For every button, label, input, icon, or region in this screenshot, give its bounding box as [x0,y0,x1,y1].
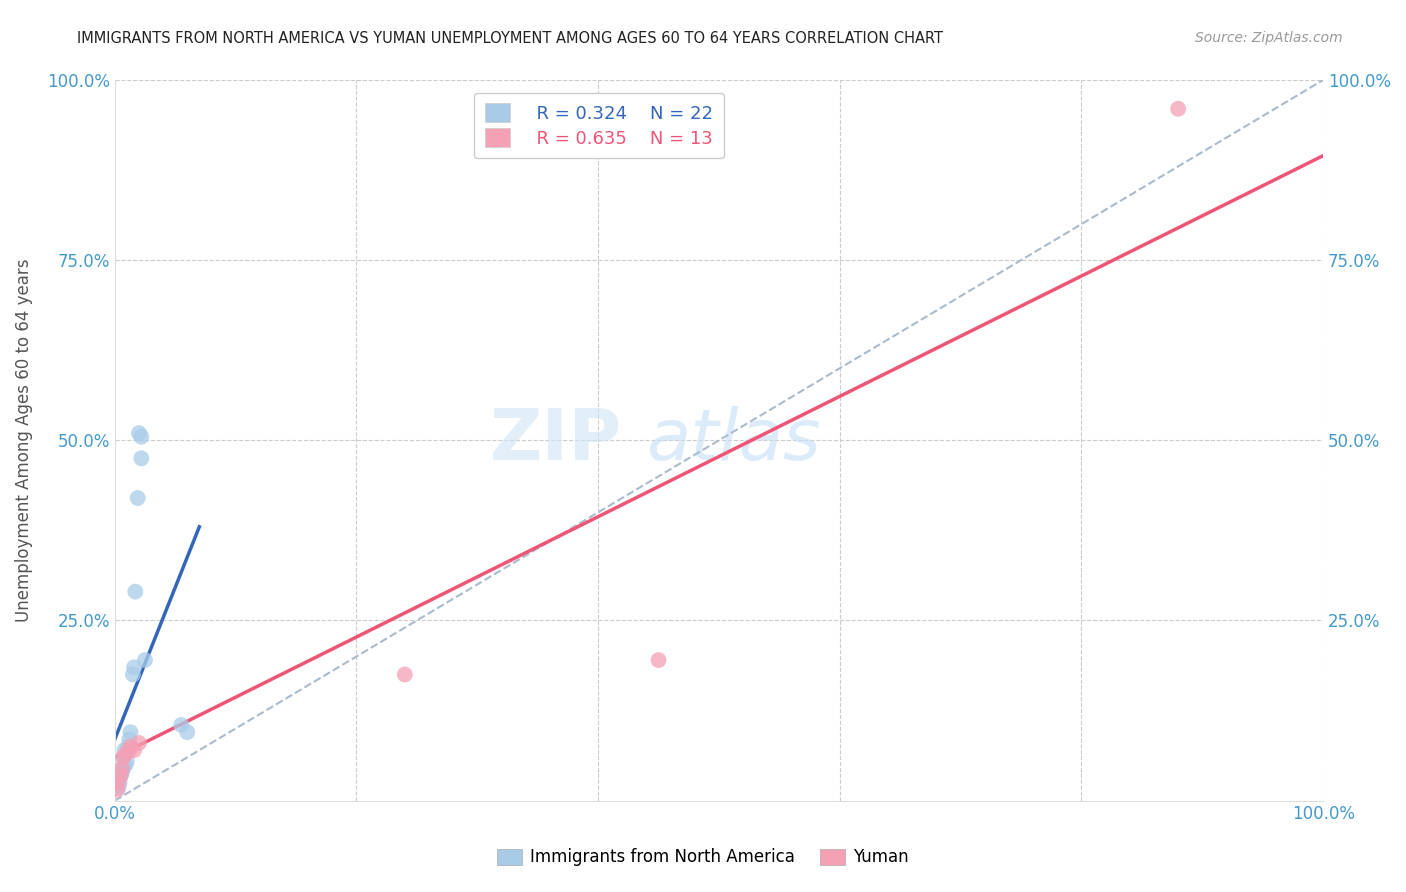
Point [122,660,145,674]
Point [112,761,135,775]
Point [105,782,128,797]
Point [120,725,142,739]
Point [118,743,141,757]
Point [111,764,134,779]
Point [118,732,141,747]
Point [107,775,129,789]
Point [170,718,193,732]
Point [114,747,136,761]
Point [128,736,150,750]
Y-axis label: Unemployment Among Ages 60 to 64 years: Unemployment Among Ages 60 to 64 years [15,259,32,622]
Point [131,451,153,466]
Point [122,743,145,757]
Point [112,743,135,757]
Point [394,667,416,681]
Point [110,768,132,782]
Point [122,667,145,681]
Point [108,775,131,789]
Legend: Immigrants from North America, Yuman: Immigrants from North America, Yuman [491,842,915,873]
Text: atlas: atlas [647,406,821,475]
Point [124,584,146,599]
Point [131,430,153,444]
Point [127,491,149,505]
Point [120,739,142,754]
Point [647,653,669,667]
Text: IMMIGRANTS FROM NORTH AMERICA VS YUMAN UNEMPLOYMENT AMONG AGES 60 TO 64 YEARS CO: IMMIGRANTS FROM NORTH AMERICA VS YUMAN U… [77,31,943,46]
Point [114,757,136,772]
Text: ZIP: ZIP [491,406,623,475]
Point [112,750,135,764]
Point [1167,102,1189,116]
Point [110,768,132,782]
Point [176,725,198,739]
Legend:   R = 0.324    N = 22,   R = 0.635    N = 13: R = 0.324 N = 22, R = 0.635 N = 13 [474,93,724,159]
Point [134,653,156,667]
Text: Source: ZipAtlas.com: Source: ZipAtlas.com [1195,31,1343,45]
Point [111,761,134,775]
Point [128,426,150,441]
Point [112,750,135,764]
Point [115,754,138,768]
Point [117,739,139,754]
Point [107,780,129,795]
